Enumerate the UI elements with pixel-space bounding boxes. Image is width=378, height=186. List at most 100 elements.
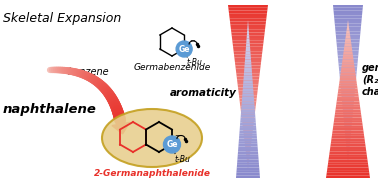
Polygon shape [343, 52, 353, 54]
Polygon shape [336, 42, 359, 45]
Polygon shape [341, 88, 355, 90]
Polygon shape [335, 112, 361, 115]
Polygon shape [343, 114, 353, 117]
Polygon shape [341, 70, 355, 73]
Polygon shape [348, 20, 349, 23]
Polygon shape [342, 60, 354, 62]
Polygon shape [340, 75, 356, 78]
Polygon shape [328, 162, 368, 165]
Polygon shape [245, 52, 251, 54]
Polygon shape [245, 148, 251, 151]
Polygon shape [237, 167, 259, 170]
Polygon shape [344, 44, 352, 46]
Polygon shape [343, 54, 353, 57]
Polygon shape [242, 99, 254, 102]
Polygon shape [246, 46, 250, 49]
Polygon shape [228, 5, 268, 8]
Text: Ge: Ge [166, 140, 178, 149]
Text: −: − [174, 132, 180, 139]
Text: naphthalene: naphthalene [3, 103, 97, 116]
Polygon shape [339, 81, 357, 83]
Polygon shape [334, 117, 362, 120]
Polygon shape [331, 139, 365, 141]
Polygon shape [236, 74, 260, 76]
Polygon shape [344, 49, 352, 52]
Polygon shape [241, 110, 255, 112]
Polygon shape [243, 89, 253, 91]
Polygon shape [241, 112, 255, 115]
Polygon shape [342, 62, 354, 65]
Polygon shape [237, 160, 259, 162]
Polygon shape [344, 120, 352, 122]
Ellipse shape [102, 109, 202, 167]
Polygon shape [238, 85, 258, 87]
Polygon shape [346, 33, 350, 36]
Polygon shape [342, 98, 354, 101]
Polygon shape [234, 57, 262, 60]
Polygon shape [238, 154, 259, 157]
Polygon shape [340, 73, 356, 75]
Polygon shape [231, 33, 265, 35]
Polygon shape [345, 36, 350, 39]
Polygon shape [243, 75, 253, 78]
Polygon shape [239, 131, 257, 133]
Polygon shape [235, 60, 261, 63]
Polygon shape [239, 96, 257, 99]
Polygon shape [333, 5, 363, 8]
Polygon shape [339, 64, 358, 66]
Polygon shape [244, 67, 252, 70]
Polygon shape [334, 120, 362, 123]
Polygon shape [242, 118, 254, 121]
Polygon shape [229, 16, 266, 19]
Polygon shape [230, 24, 266, 27]
Polygon shape [331, 141, 365, 144]
Polygon shape [346, 141, 350, 144]
Polygon shape [246, 36, 249, 39]
Polygon shape [344, 128, 352, 130]
Polygon shape [237, 157, 259, 160]
Polygon shape [247, 25, 249, 28]
Polygon shape [340, 82, 356, 85]
Polygon shape [338, 91, 358, 94]
Polygon shape [243, 86, 253, 89]
Polygon shape [329, 152, 367, 154]
Polygon shape [327, 165, 369, 167]
Polygon shape [345, 130, 351, 133]
Polygon shape [243, 126, 253, 129]
Text: Germabenzenide: Germabenzenide [133, 63, 211, 73]
Polygon shape [336, 37, 360, 40]
Polygon shape [237, 76, 259, 79]
Polygon shape [333, 125, 363, 128]
Polygon shape [346, 144, 350, 146]
Polygon shape [330, 144, 366, 146]
Polygon shape [240, 125, 256, 128]
Polygon shape [339, 78, 356, 81]
Polygon shape [246, 49, 250, 52]
Polygon shape [327, 167, 369, 170]
Polygon shape [337, 99, 359, 102]
Polygon shape [240, 107, 256, 110]
Polygon shape [341, 85, 355, 88]
Polygon shape [247, 33, 249, 36]
Polygon shape [233, 49, 263, 52]
Polygon shape [230, 22, 266, 24]
Text: −: − [189, 38, 195, 44]
Polygon shape [340, 77, 356, 80]
Polygon shape [237, 165, 259, 167]
Polygon shape [347, 149, 350, 152]
Polygon shape [228, 8, 268, 10]
Polygon shape [240, 128, 256, 131]
Polygon shape [240, 120, 256, 123]
Text: Skeletal Expansion: Skeletal Expansion [3, 12, 121, 25]
Polygon shape [330, 146, 366, 149]
Text: germylene
(R₂Ge:)
character: germylene (R₂Ge:) character [362, 63, 378, 97]
Polygon shape [337, 48, 359, 50]
Polygon shape [239, 99, 257, 101]
Polygon shape [240, 104, 256, 107]
Polygon shape [235, 63, 261, 65]
Polygon shape [237, 79, 259, 82]
Polygon shape [338, 89, 358, 91]
Polygon shape [341, 67, 355, 70]
Polygon shape [232, 41, 264, 44]
Polygon shape [339, 69, 357, 72]
